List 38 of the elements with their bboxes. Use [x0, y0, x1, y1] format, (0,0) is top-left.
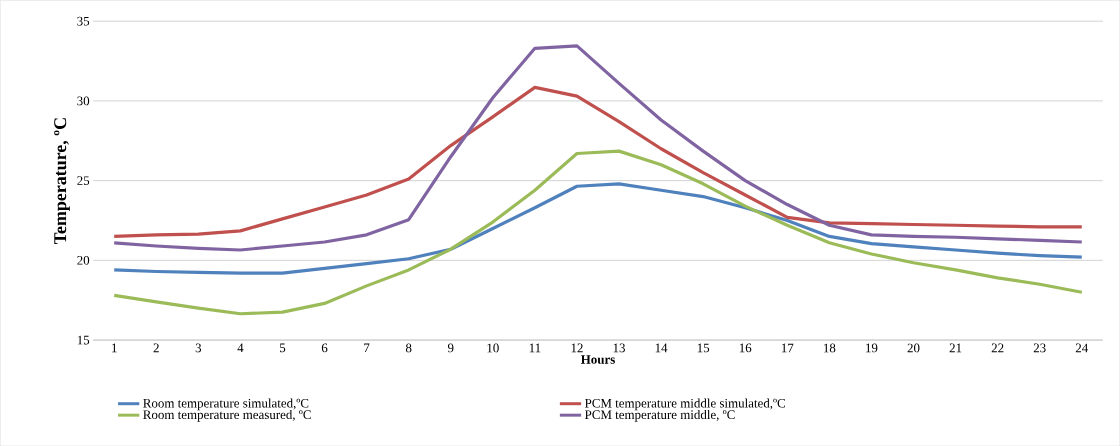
- x-tick-label: 11: [529, 343, 541, 353]
- legend-label: Room temperature simulated,ºC: [143, 398, 309, 411]
- x-tick-label: 5: [279, 343, 286, 353]
- x-tick-label: 16: [739, 343, 752, 353]
- x-tick-label: 12: [571, 343, 583, 353]
- x-tick-label: 22: [991, 343, 1004, 353]
- y-tick-label: 20: [77, 255, 90, 265]
- x-tick-label: 2: [153, 343, 159, 353]
- x-tick-label: 3: [195, 343, 202, 353]
- y-tick-label: 30: [77, 96, 90, 106]
- x-tick-label: 20: [907, 343, 920, 353]
- line-series: [112, 182, 1084, 275]
- line-series: [112, 44, 1084, 252]
- x-tick-label: 10: [487, 343, 499, 353]
- y-tick-label: 15: [77, 335, 90, 345]
- x-tick-label: 24: [1075, 343, 1089, 353]
- x-tick-label: 19: [866, 343, 878, 353]
- line-series: [112, 85, 1084, 238]
- x-tick-label: 4: [237, 343, 244, 353]
- x-tick-label: 8: [405, 343, 412, 353]
- x-axis-title: Hours: [580, 355, 615, 364]
- y-tick-label: 35: [77, 16, 90, 26]
- y-axis-title: Temperature, ºC: [54, 118, 70, 244]
- x-tick-label: 14: [655, 343, 668, 353]
- x-tick-label: 15: [697, 343, 710, 353]
- x-tick-label: 21: [949, 343, 962, 353]
- y-tick-label: 25: [77, 176, 90, 185]
- x-tick-label: 6: [321, 343, 328, 353]
- x-tick-label: 9: [447, 343, 454, 353]
- legend-label: PCM temperature middle simulated,ºC: [584, 398, 785, 411]
- x-tick-label: 13: [613, 343, 625, 353]
- x-tick-label: 23: [1033, 343, 1046, 353]
- line-series: [112, 149, 1084, 316]
- x-tick-label: 18: [824, 343, 836, 353]
- x-tick-label: 1: [112, 343, 117, 353]
- x-tick-label: 17: [781, 343, 794, 353]
- x-tick-label: 7: [364, 343, 370, 352]
- legend-label: PCM temperature middle, ºC: [584, 409, 735, 422]
